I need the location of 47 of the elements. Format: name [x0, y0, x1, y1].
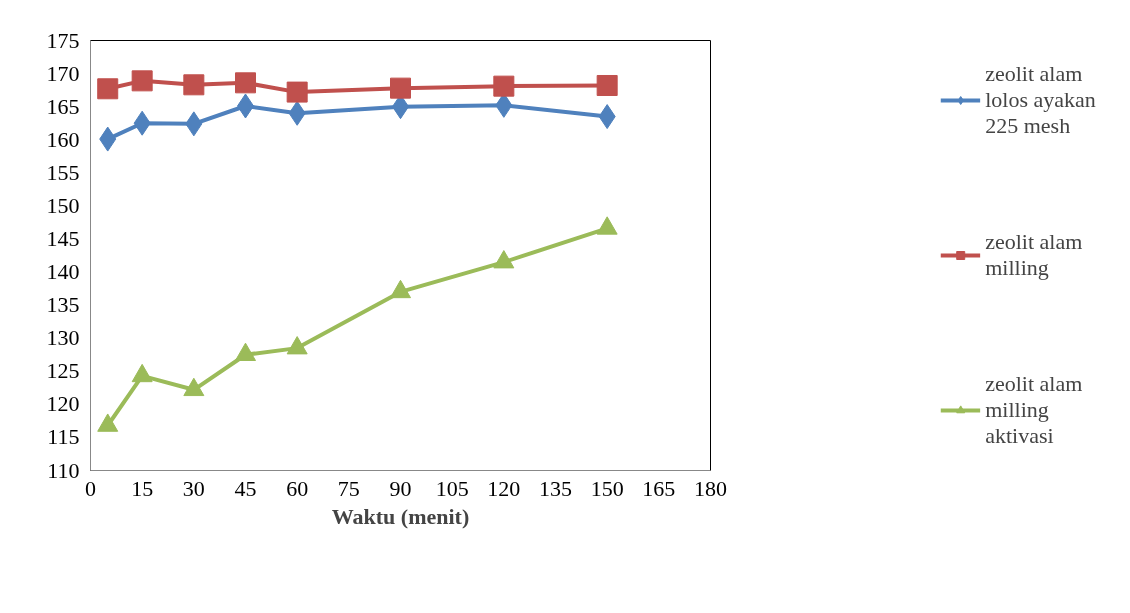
point [131, 70, 153, 92]
x-tick-label: 90 [389, 475, 412, 501]
point [390, 77, 411, 99]
x-tick-label: 75 [337, 475, 360, 501]
point [183, 377, 205, 397]
y-tick-label: 150 [46, 192, 80, 218]
y-tick-label: 165 [46, 93, 80, 119]
point [235, 72, 256, 94]
x-tick-label: 105 [435, 475, 469, 501]
point [131, 363, 153, 383]
x-tick-label: 15 [131, 475, 154, 501]
x-tick-label: 30 [182, 475, 205, 501]
x-tick-label: 60 [286, 475, 309, 501]
y-tick-label: 155 [46, 159, 80, 185]
point [390, 279, 411, 299]
point [596, 74, 618, 96]
y-tick-label: 175 [46, 27, 80, 53]
y-tick-label: 145 [46, 225, 80, 251]
point [286, 81, 308, 103]
point [493, 250, 515, 269]
y-tick-label: 135 [46, 292, 80, 318]
y-tick-label: 170 [46, 60, 80, 86]
legend-label: zeolit alam milling [985, 229, 1084, 281]
legend-label: zeolit alam milling aktivasi [985, 371, 1084, 449]
point [97, 413, 119, 432]
x-tick-label: 165 [642, 475, 676, 501]
legend-label: zeolit alam lolos ayakan 225 mesh [985, 61, 1096, 139]
point [493, 75, 515, 97]
x-tick-label: 0 [85, 475, 96, 501]
x-axis-title: Waktu (menit) [331, 503, 470, 529]
point [183, 74, 205, 96]
x-tick-label: 150 [590, 475, 624, 501]
x-tick-label: 120 [487, 475, 521, 501]
x-tick-label: 180 [694, 475, 727, 501]
point [286, 336, 308, 355]
y-tick-label: 125 [46, 358, 80, 384]
point [97, 78, 119, 100]
y-tick-label: 120 [46, 391, 80, 417]
x-tick-label: 135 [539, 475, 572, 501]
x-tick-label: 45 [234, 475, 257, 501]
y-tick-label: 115 [47, 424, 80, 450]
point [235, 342, 256, 361]
y-tick-label: 130 [46, 325, 80, 351]
y-tick-label: 140 [46, 259, 80, 285]
y-tick-label: 110 [47, 457, 80, 483]
y-tick-label: 160 [46, 126, 80, 152]
point [596, 216, 618, 235]
